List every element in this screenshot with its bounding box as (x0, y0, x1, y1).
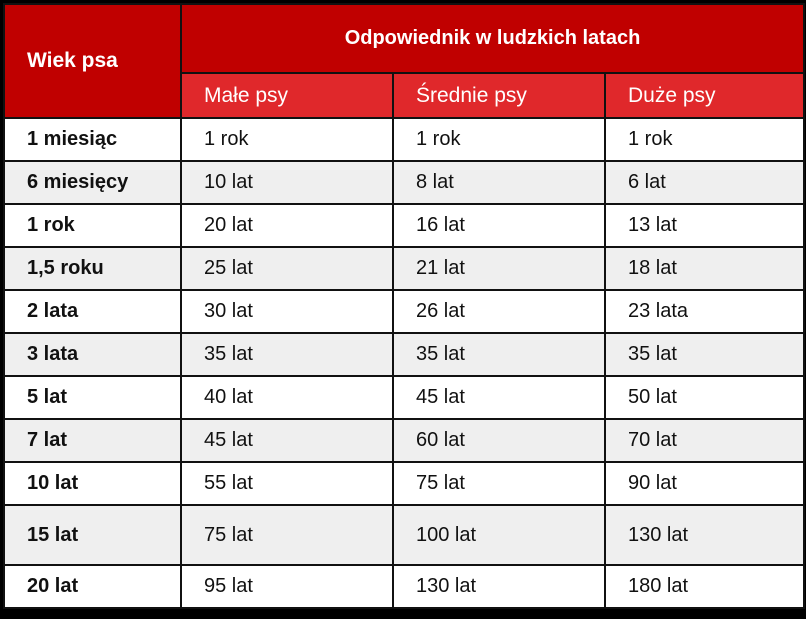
table-row: 1,5 roku 25 lat 21 lat 18 lat (3, 246, 805, 291)
age-cell: 20 lat (3, 564, 182, 609)
human-equivalent-header: Odpowiednik w ludzkich latach (180, 3, 805, 74)
medium-dogs-cell: 60 lat (392, 418, 606, 463)
large-dogs-cell: 180 lat (604, 564, 805, 609)
table-row: 2 lata 30 lat 26 lat 23 lata (3, 289, 805, 334)
large-dogs-cell: 1 rok (604, 117, 805, 162)
medium-dogs-cell: 35 lat (392, 332, 606, 377)
medium-dogs-cell: 8 lat (392, 160, 606, 205)
table-row: 1 miesiąc 1 rok 1 rok 1 rok (3, 117, 805, 162)
small-dogs-cell: 35 lat (180, 332, 394, 377)
small-dogs-cell: 95 lat (180, 564, 394, 609)
small-dogs-header: Małe psy (180, 72, 394, 119)
large-dogs-cell: 130 lat (604, 504, 805, 566)
table-row: 1 rok 20 lat 16 lat 13 lat (3, 203, 805, 248)
small-dogs-cell: 40 lat (180, 375, 394, 420)
large-dogs-cell: 50 lat (604, 375, 805, 420)
medium-dogs-cell: 21 lat (392, 246, 606, 291)
table-row: 7 lat 45 lat 60 lat 70 lat (3, 418, 805, 463)
age-cell: 3 lata (3, 332, 182, 377)
small-dogs-cell: 75 lat (180, 504, 394, 566)
large-dogs-cell: 13 lat (604, 203, 805, 248)
small-dogs-cell: 10 lat (180, 160, 394, 205)
subheader-row: Małe psy Średnie psy Duże psy (4, 72, 805, 119)
small-dogs-cell: 45 lat (180, 418, 394, 463)
age-cell: 5 lat (3, 375, 182, 420)
medium-dogs-cell: 130 lat (392, 564, 606, 609)
small-dogs-cell: 1 rok (180, 117, 394, 162)
medium-dogs-cell: 1 rok (392, 117, 606, 162)
medium-dogs-cell: 75 lat (392, 461, 606, 506)
age-cell: 1,5 roku (3, 246, 182, 291)
large-dogs-cell: 23 lata (604, 289, 805, 334)
small-dogs-cell: 30 lat (180, 289, 394, 334)
large-dogs-cell: 90 lat (604, 461, 805, 506)
age-column-header: Wiek psa (3, 3, 182, 119)
large-dogs-header: Duże psy (604, 72, 805, 119)
large-dogs-cell: 35 lat (604, 332, 805, 377)
medium-dogs-cell: 16 lat (392, 203, 606, 248)
dog-age-table-container: Wiek psa Odpowiednik w ludzkich latach M… (3, 3, 805, 609)
medium-dogs-cell: 45 lat (392, 375, 606, 420)
small-dogs-cell: 25 lat (180, 246, 394, 291)
age-cell: 1 miesiąc (3, 117, 182, 162)
age-cell: 6 miesięcy (3, 160, 182, 205)
table-row: 15 lat 75 lat 100 lat 130 lat (3, 504, 805, 566)
age-cell: 7 lat (3, 418, 182, 463)
age-cell: 10 lat (3, 461, 182, 506)
dog-age-table: Wiek psa Odpowiednik w ludzkich latach M… (3, 3, 805, 609)
table-row: 6 miesięcy 10 lat 8 lat 6 lat (3, 160, 805, 205)
age-cell: 15 lat (3, 504, 182, 566)
small-dogs-cell: 55 lat (180, 461, 394, 506)
table-row: 3 lata 35 lat 35 lat 35 lat (3, 332, 805, 377)
header-row: Wiek psa Odpowiednik w ludzkich latach (3, 3, 805, 119)
table-row: 10 lat 55 lat 75 lat 90 lat (3, 461, 805, 506)
age-cell: 1 rok (3, 203, 182, 248)
large-dogs-cell: 6 lat (604, 160, 805, 205)
age-cell: 2 lata (3, 289, 182, 334)
large-dogs-cell: 70 lat (604, 418, 805, 463)
large-dogs-cell: 18 lat (604, 246, 805, 291)
medium-dogs-header: Średnie psy (392, 72, 606, 119)
table-row: 20 lat 95 lat 130 lat 180 lat (3, 564, 805, 609)
table-row: 5 lat 40 lat 45 lat 50 lat (3, 375, 805, 420)
medium-dogs-cell: 26 lat (392, 289, 606, 334)
medium-dogs-cell: 100 lat (392, 504, 606, 566)
small-dogs-cell: 20 lat (180, 203, 394, 248)
